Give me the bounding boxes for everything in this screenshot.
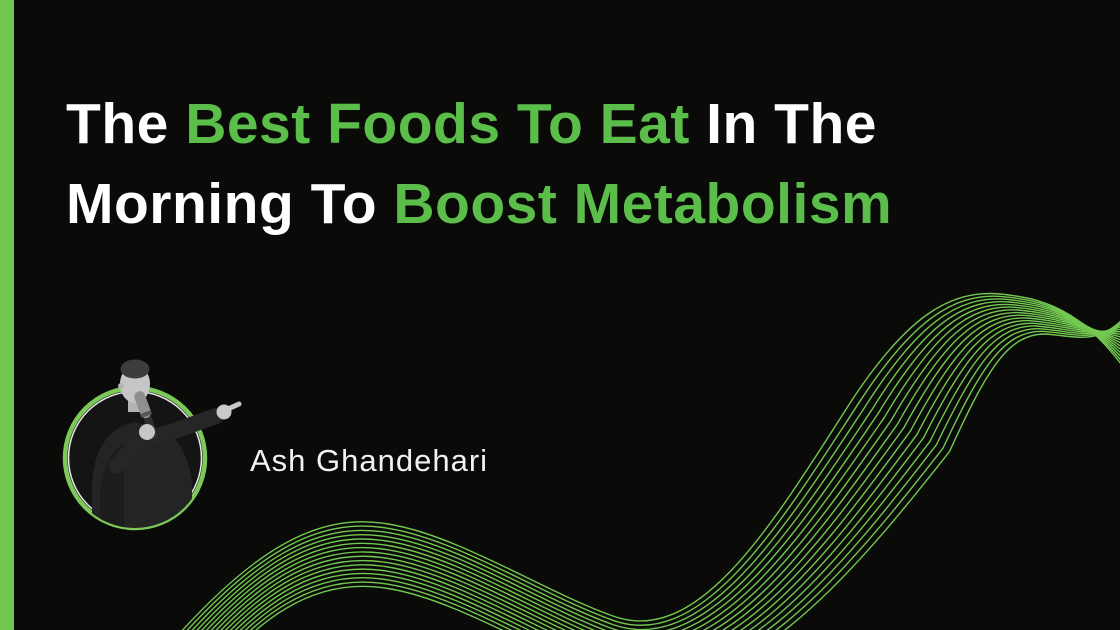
author-name: Ash Ghandehari	[250, 443, 489, 478]
title-word-white: In The	[689, 92, 877, 156]
speaker-with-microphone-photo	[92, 359, 242, 528]
page-title: The Best Foods To Eat In The Morning To B…	[66, 84, 1046, 244]
left-accent-bar	[0, 0, 14, 630]
title-word-green: Best Foods To Eat	[185, 92, 690, 156]
title-word-white: Morning To	[66, 172, 394, 236]
title-word-white: The	[66, 92, 186, 156]
title-word-green: Boost Metabolism	[393, 172, 893, 236]
avatar	[62, 359, 242, 531]
